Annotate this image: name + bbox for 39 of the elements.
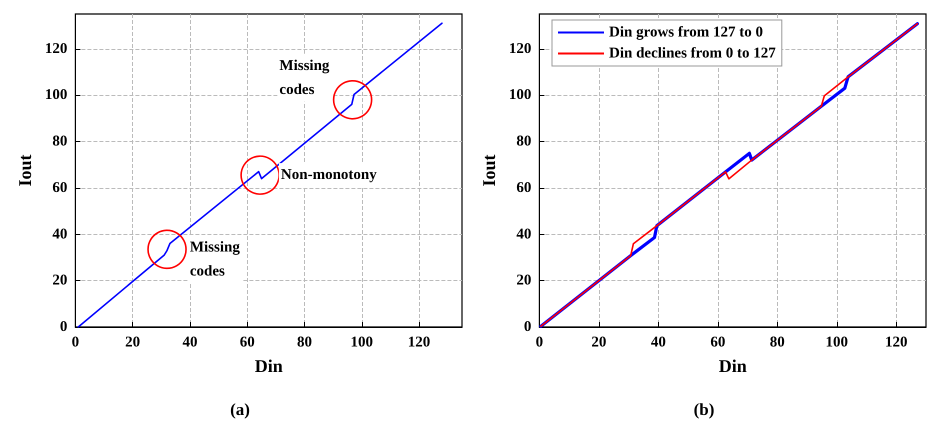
x-tick-label: 100	[350, 334, 374, 350]
x-tick-label: 40	[182, 334, 198, 350]
y-tick-label: 0	[524, 319, 532, 335]
x-axis-title: Din	[718, 356, 747, 376]
x-tick-label: 100	[826, 334, 848, 350]
y-tick-label: 80	[516, 134, 532, 150]
legend-label: Din declines from 0 to 127	[609, 46, 776, 62]
x-tick-label: 20	[125, 334, 140, 350]
annotation: Missing codes	[190, 239, 240, 280]
y-tick-label: 100	[44, 87, 68, 104]
y-axis-title: Iout	[15, 154, 35, 187]
text: (b)	[694, 400, 714, 419]
x-tick-label: 0	[72, 334, 80, 350]
annotation: Non-monotony	[280, 167, 378, 184]
y-tick-label: 20	[52, 272, 68, 289]
x-tick-label: 120	[885, 334, 908, 350]
text: (a)	[230, 400, 250, 419]
legend-label: Din grows from 127 to 0	[609, 24, 764, 40]
x-tick-label: 80	[296, 334, 312, 350]
x-tick-label: 20	[591, 334, 606, 350]
y-tick-label: 100	[508, 87, 532, 104]
x-axis-title: Din	[254, 356, 283, 376]
y-tick-label: 60	[516, 180, 532, 196]
x-tick-label: 40	[650, 334, 666, 350]
x-tick-label: 0	[536, 334, 544, 350]
y-tick-label: 0	[60, 319, 68, 335]
y-tick-label: 80	[52, 134, 68, 150]
y-tick-label: 40	[516, 226, 532, 242]
y-tick-label: 120	[508, 40, 532, 57]
x-tick-label: 80	[770, 334, 785, 350]
x-tick-label: 60	[240, 334, 255, 350]
y-tick-label: 40	[52, 226, 68, 242]
x-tick-label: 60	[710, 334, 726, 350]
x-tick-label: 120	[408, 334, 430, 350]
y-tick-label: 60	[52, 180, 68, 196]
y-tick-label: 120	[44, 40, 68, 57]
y-axis-title: Iout	[479, 154, 499, 187]
y-tick-label: 20	[516, 272, 532, 289]
annotation: Missing codes	[279, 58, 330, 98]
